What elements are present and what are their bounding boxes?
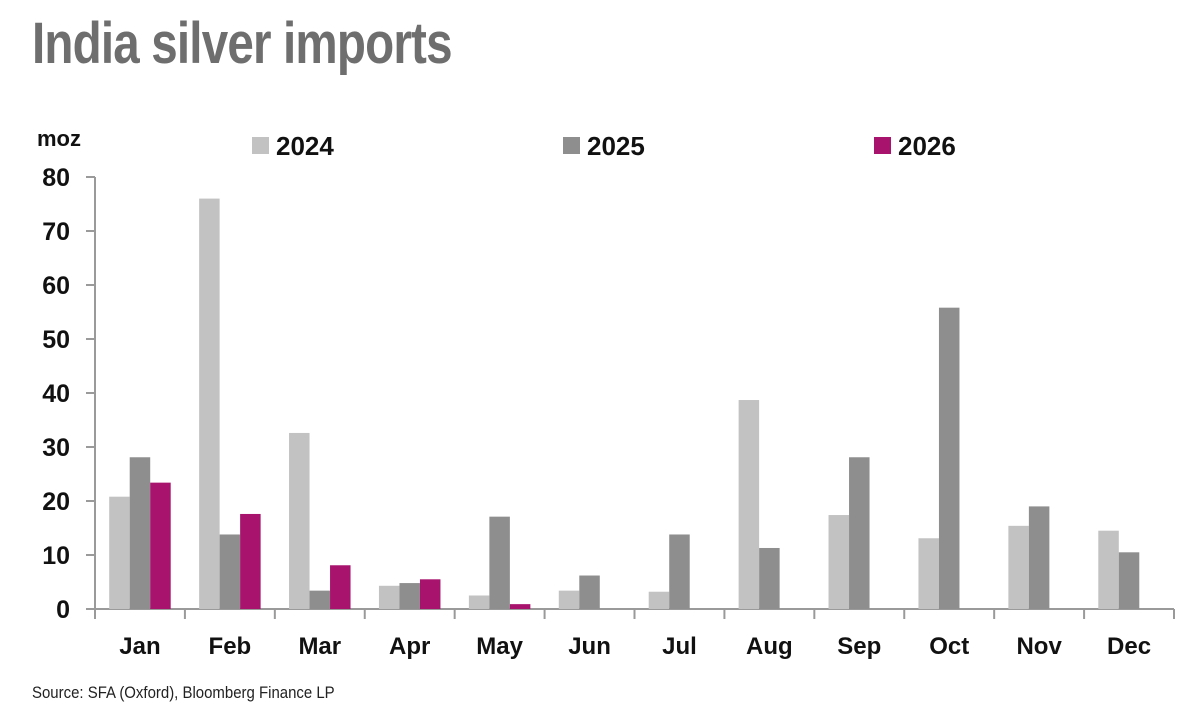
bar-2024-sep	[828, 515, 850, 609]
y-axis-unit-label: moz	[37, 126, 81, 151]
y-tick-label: 70	[42, 218, 70, 246]
bar-2024-oct	[918, 538, 939, 609]
x-tick-label-jun: Jun	[568, 633, 611, 660]
bar-2025-jul	[669, 534, 690, 609]
y-tick-label: 10	[42, 542, 70, 570]
y-tick-label: 0	[56, 596, 70, 624]
bar-2025-nov	[1028, 506, 1050, 609]
x-tick-label-feb: Feb	[209, 633, 252, 660]
x-tick-label-dec: Dec	[1107, 633, 1151, 660]
bar-2025-aug	[759, 547, 780, 609]
y-tick-label: 20	[42, 488, 70, 516]
y-tick-label: 40	[42, 380, 70, 408]
bar-2024-feb	[199, 198, 220, 609]
x-tick-label-aug: Aug	[746, 633, 793, 660]
y-axis: 0 10 20 30 40 50 60 70 80	[42, 164, 96, 624]
bar-2025-mar	[309, 590, 331, 609]
bar-2026-mar	[330, 565, 351, 609]
legend: 2024 2025 2026	[252, 131, 956, 161]
bar-2024-jul	[648, 591, 670, 609]
x-tick-label-may: May	[476, 633, 523, 660]
bar-2024-apr	[378, 585, 400, 609]
legend-label-2026: 2026	[898, 131, 956, 161]
x-tick-label-jul: Jul	[662, 633, 697, 660]
bar-2025-sep	[849, 457, 870, 609]
legend-swatch-2024	[252, 137, 269, 154]
legend-label-2025: 2025	[587, 131, 645, 161]
x-tick-label-jan: Jan	[119, 633, 160, 660]
bar-2025-apr	[399, 583, 420, 609]
source-note: Source: SFA (Oxford), Bloomberg Finance …	[32, 683, 335, 702]
bars	[109, 198, 1140, 609]
bar-2025-may	[489, 516, 510, 609]
bar-2024-dec	[1098, 530, 1119, 609]
x-tick-label-apr: Apr	[389, 633, 430, 660]
bar-2024-aug	[738, 400, 760, 609]
y-tick-label: 30	[42, 434, 70, 462]
legend-swatch-2026	[874, 137, 891, 154]
bar-2024-may	[468, 595, 490, 609]
bar-2026-jan	[150, 482, 171, 609]
x-tick-label-oct: Oct	[929, 633, 969, 660]
x-axis: Jan Feb Mar Apr May Jun Jul Aug Sep Oct Nov Dec	[94, 608, 1175, 660]
bar-2025-dec	[1118, 552, 1140, 609]
bar-2025-oct	[938, 307, 960, 609]
bar-2025-feb	[219, 534, 241, 609]
bar-2024-mar	[289, 432, 310, 609]
bar-2025-jan	[129, 457, 151, 609]
bar-2024-jan	[109, 496, 130, 609]
bar-2025-jun	[579, 575, 600, 609]
bar-2024-jun	[558, 590, 580, 609]
bar-2026-apr	[419, 579, 441, 609]
x-tick-label-nov: Nov	[1016, 633, 1062, 660]
legend-label-2024: 2024	[276, 131, 334, 161]
bar-2026-may	[509, 604, 531, 609]
bar-2024-nov	[1008, 525, 1029, 609]
bar-2026-feb	[240, 513, 261, 609]
x-tick-label-mar: Mar	[298, 633, 341, 660]
y-tick-label: 60	[42, 272, 70, 300]
legend-swatch-2025	[563, 137, 580, 154]
y-tick-label: 50	[42, 326, 70, 354]
chart-title: India silver imports	[32, 11, 453, 76]
y-tick-label: 80	[42, 164, 70, 192]
x-tick-label-sep: Sep	[837, 633, 881, 660]
